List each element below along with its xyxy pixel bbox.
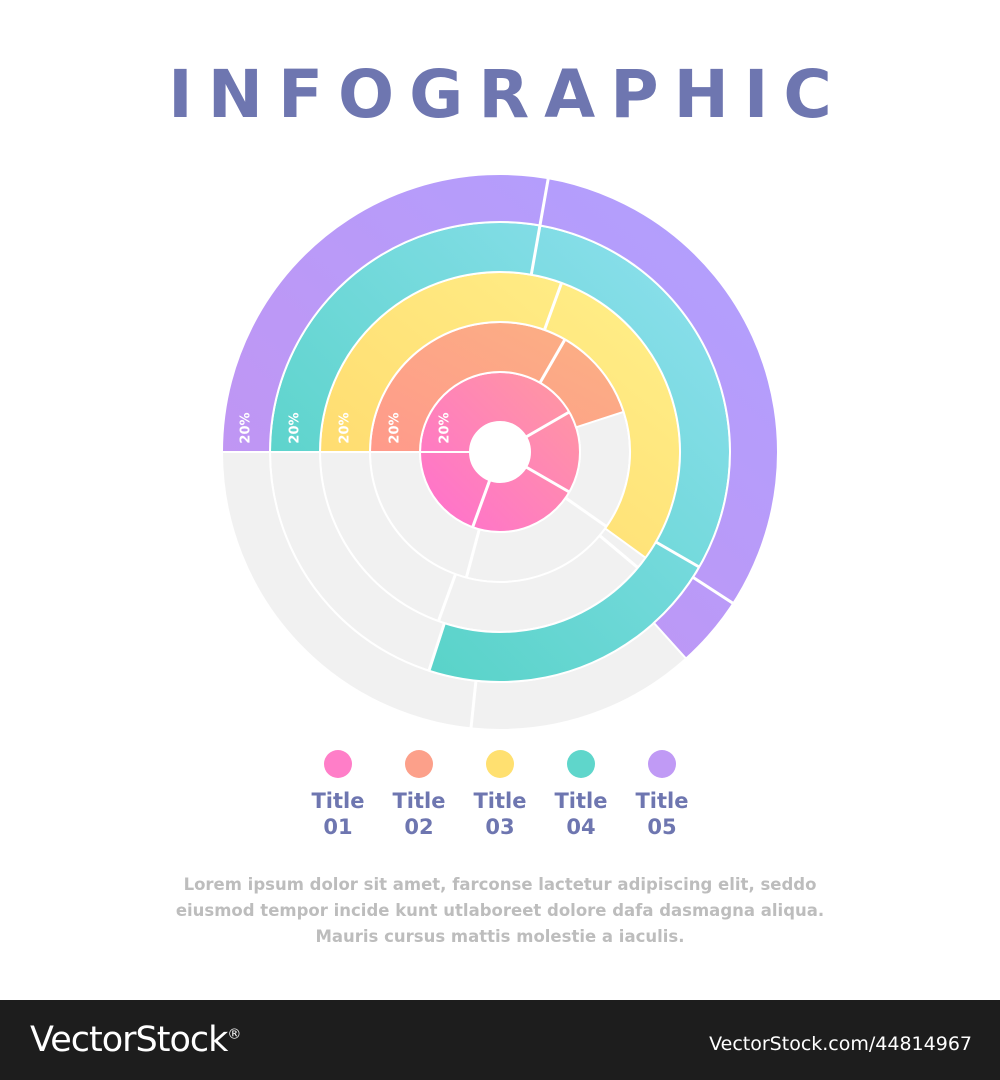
legend-label: Title 04 (554, 789, 608, 839)
value-label-3: 20% (338, 412, 353, 443)
legend: Title 01 Title 02 Title 03 Title 04 Title 05 (0, 748, 1000, 848)
value-label-5: 20% (239, 412, 254, 443)
segment-divider (427, 622, 446, 672)
page-title: INFOGRAPHIC (168, 56, 847, 133)
registered-mark: ® (227, 1026, 241, 1043)
chart-value-labels: 20% 20% 20% 20% 20% (239, 412, 453, 443)
value-label-1: 20% (438, 412, 453, 443)
segment-divider (543, 282, 563, 331)
footer-brand: VectorStock (30, 1020, 228, 1060)
chart-dividers (220, 177, 734, 729)
legend-dot-icon (486, 750, 514, 778)
legend-label: Title 02 (392, 789, 446, 839)
legend-item: Title 04 (536, 748, 626, 840)
bar-5 (220, 173, 779, 661)
legend-item: Title 02 (374, 748, 464, 840)
segment-divider (564, 496, 608, 528)
segment-divider (525, 465, 571, 494)
segment-divider (469, 680, 478, 729)
footer-image-id: VectorStock.com/44814967 (709, 1033, 972, 1055)
value-label-4: 20% (288, 412, 303, 443)
value-label-2: 20% (388, 412, 403, 443)
legend-label: Title 03 (473, 789, 527, 839)
legend-label: Title 05 (635, 789, 689, 839)
legend-label: Title 01 (311, 789, 365, 839)
legend-item: Title 03 (455, 748, 545, 840)
segment-divider (464, 528, 481, 578)
footer-bar: VectorStock® VectorStock.com/44814967 (0, 1000, 1000, 1080)
legend-dot-icon (648, 750, 676, 778)
segment-divider (529, 225, 542, 275)
segment-divider (598, 534, 639, 569)
chart-bars (220, 173, 779, 683)
legend-dot-icon (324, 750, 352, 778)
segment-divider (437, 573, 457, 622)
segment-divider (538, 338, 567, 384)
description-text: Lorem ipsum dolor sit amet, farconse lac… (175, 875, 825, 946)
segment-divider (471, 479, 492, 528)
legend-item: Title 05 (617, 748, 707, 840)
segment-divider (692, 576, 734, 605)
legend-dot-icon (567, 750, 595, 778)
vectorstock-logo: VectorStock® (30, 1020, 241, 1060)
legend-item: Title 01 (293, 748, 383, 840)
segment-divider (655, 540, 700, 569)
segment-divider (538, 177, 550, 226)
segment-divider (525, 410, 571, 439)
radial-bar-chart: 20% 20% 20% 20% 20% (220, 173, 779, 731)
legend-dot-icon (405, 750, 433, 778)
